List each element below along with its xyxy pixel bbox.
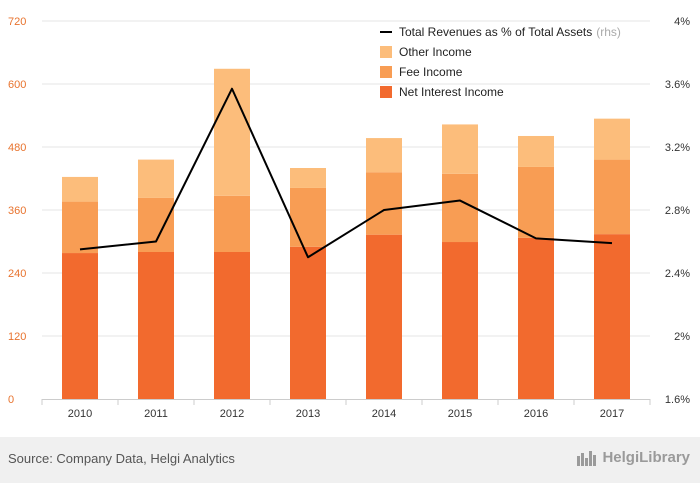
x-tick-label: 2015	[448, 408, 472, 420]
y-tick-label: 480	[8, 142, 26, 154]
y2-tick-label: 4%	[674, 16, 690, 28]
y-tick-label: 120	[8, 331, 26, 343]
legend-label-nii: Net Interest Income	[399, 85, 504, 99]
legend-label-ratio: Total Revenues as % of Total Assets	[399, 25, 593, 39]
y-tick-label: 360	[8, 205, 26, 217]
bar-net-interest-income	[62, 253, 98, 399]
legend-item-net-interest-income[interactable]: Net Interest Income	[380, 82, 621, 102]
bar-other-income	[518, 135, 554, 167]
legend-line-marker	[380, 31, 392, 33]
x-tick-label: 2014	[372, 408, 396, 420]
y2-tick-label: 2%	[674, 331, 690, 343]
y2-tick-label: 2.8%	[665, 205, 690, 217]
legend-swatch-fee	[380, 66, 392, 78]
x-tick-label: 2012	[220, 408, 244, 420]
x-axis: 2010 2011 2012 2013 2014 2015 2016 2017	[41, 399, 651, 420]
library-icon	[577, 450, 597, 466]
ratio-line-series	[79, 87, 613, 259]
bar-net-interest-income	[366, 234, 402, 399]
legend-item-other-income[interactable]: Other Income	[380, 42, 621, 62]
y-tick-label: 240	[8, 268, 26, 280]
brand-logo[interactable]: HelgiLibrary	[576, 449, 690, 466]
y-axis-left: 0 120 240 360 480 600 720	[8, 16, 26, 406]
x-tick-label: 2010	[68, 408, 92, 420]
y-tick-label: 600	[8, 79, 26, 91]
bar-other-income	[442, 124, 478, 174]
bar-net-interest-income	[518, 237, 554, 399]
x-tick-label: 2017	[600, 408, 624, 420]
source-text: Source: Company Data, Helgi Analytics	[8, 451, 235, 466]
bar-fee-income	[594, 159, 630, 235]
ratio-line	[79, 87, 613, 259]
y2-tick-label: 1.6%	[665, 394, 690, 406]
chart-canvas: 2010 2011 2012 2013 2014 2015 2016 2017 0 120 240…	[8, 16, 690, 420]
bar-net-interest-income	[214, 252, 250, 399]
x-tick-label: 2013	[296, 408, 320, 420]
bar-net-interest-income	[290, 246, 326, 399]
bar-other-income	[138, 159, 174, 198]
bar-net-interest-income	[138, 252, 174, 399]
legend-label-other: Other Income	[399, 45, 472, 59]
y-tick-label: 720	[8, 16, 26, 28]
bar-fee-income	[62, 201, 98, 254]
legend-swatch-other	[380, 46, 392, 58]
bar-fee-income	[442, 173, 478, 243]
y-tick-label: 0	[8, 394, 14, 406]
legend-swatch-nii	[380, 86, 392, 98]
bar-other-income	[594, 118, 630, 160]
bar-other-income	[366, 138, 402, 173]
legend: Total Revenues as % of Total Assets (rhs…	[380, 22, 621, 102]
y-axis-right: 1.6% 2% 2.4% 2.8% 3.2% 3.6% 4%	[665, 16, 690, 406]
bar-fee-income	[366, 172, 402, 235]
legend-label-fee: Fee Income	[399, 65, 463, 79]
x-tick-label: 2011	[144, 408, 168, 420]
footer: Source: Company Data, Helgi Analytics He…	[0, 437, 700, 483]
bar-other-income	[290, 168, 326, 188]
bar-series	[62, 68, 630, 399]
legend-note-rhs: (rhs)	[596, 25, 621, 39]
y2-tick-label: 2.4%	[665, 268, 690, 280]
bar-fee-income	[290, 187, 326, 247]
brand-name: HelgiLibrary	[602, 449, 690, 466]
y2-tick-label: 3.6%	[665, 79, 690, 91]
bar-net-interest-income	[594, 234, 630, 399]
bar-other-income	[62, 176, 98, 202]
bar-fee-income	[214, 195, 250, 252]
bar-fee-income	[138, 197, 174, 252]
x-tick-label: 2016	[524, 408, 548, 420]
legend-item-ratio[interactable]: Total Revenues as % of Total Assets (rhs…	[380, 22, 621, 42]
bar-net-interest-income	[442, 242, 478, 399]
y2-tick-label: 3.2%	[665, 142, 690, 154]
legend-item-fee-income[interactable]: Fee Income	[380, 62, 621, 82]
bar-fee-income	[518, 166, 554, 238]
